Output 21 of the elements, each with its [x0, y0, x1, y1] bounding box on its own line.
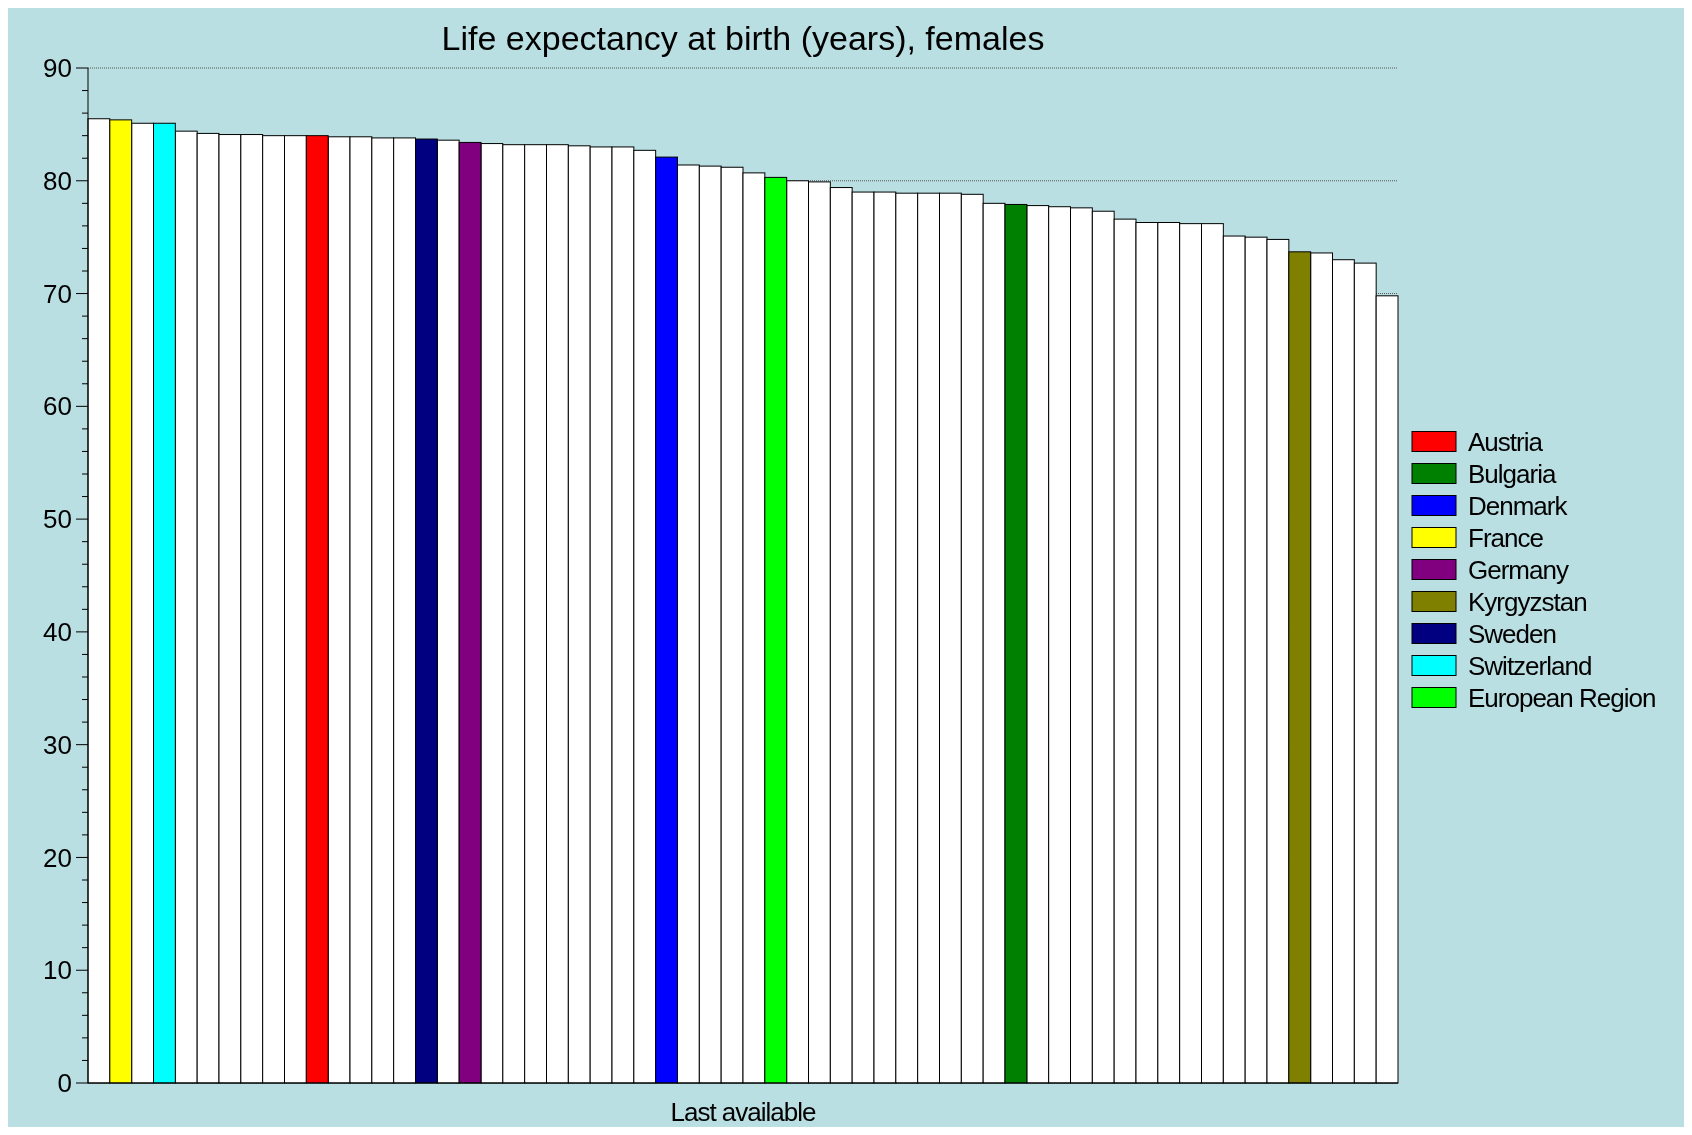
legend-label: Austria — [1468, 426, 1544, 457]
chart-title: Life expectancy at birth (years), females — [441, 19, 1045, 57]
y-tick-label: 90 — [43, 53, 72, 84]
y-tick-label: 50 — [43, 504, 72, 535]
y-tick-label: 20 — [43, 842, 72, 873]
y-tick-label: 60 — [43, 391, 72, 422]
y-tick-label: 40 — [43, 616, 72, 647]
legend-label: Germany — [1468, 554, 1569, 585]
legend-label: Bulgaria — [1468, 458, 1557, 489]
legend-label: Sweden — [1468, 618, 1556, 649]
x-axis-title: Last available — [670, 1097, 817, 1127]
legend-label: Kyrgyzstan — [1468, 586, 1587, 617]
legend-label: European Region — [1468, 682, 1656, 713]
y-tick-label: 30 — [43, 729, 72, 760]
y-tick-label: 80 — [43, 165, 72, 196]
y-tick-label: 70 — [43, 278, 72, 309]
legend-label: France — [1468, 522, 1544, 553]
legend-label: Denmark — [1468, 490, 1569, 521]
y-tick-label: 10 — [43, 955, 72, 986]
legend-label: Switzerland — [1468, 650, 1592, 681]
y-tick-label: 0 — [57, 1068, 72, 1099]
